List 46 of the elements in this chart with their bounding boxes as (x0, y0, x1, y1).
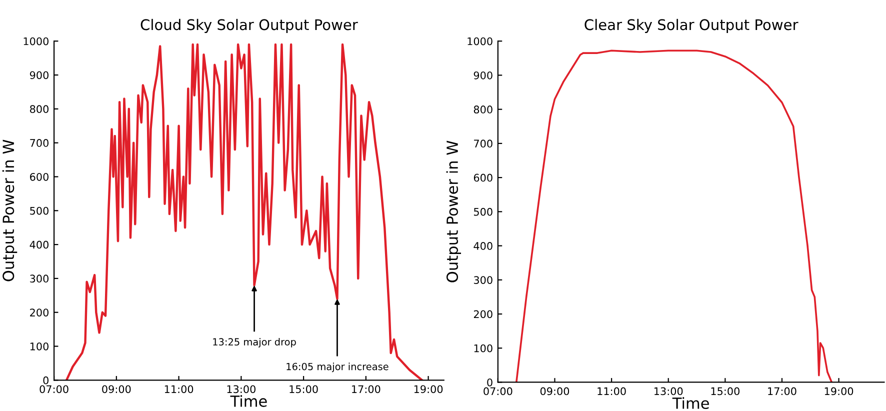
x-tick-label: 07:00 (484, 387, 512, 396)
y-tick-label: 0 (487, 378, 492, 386)
y-tick-label: 100 (30, 342, 48, 350)
y-tick-label: 500 (474, 208, 492, 216)
x-tick-label: 07:00 (40, 385, 68, 394)
x-tick-label: 15:00 (290, 385, 318, 394)
chart-title: Cloud Sky Solar Output Power (140, 18, 358, 34)
y-axis-title: Output Power in W (2, 140, 18, 282)
y-tick-label: 1000 (468, 37, 492, 46)
x-tick-label: 09:00 (540, 387, 570, 396)
y-tick-label: 900 (474, 71, 492, 80)
x-axis-title: Time (672, 397, 709, 409)
x-tick-label: 11:00 (598, 387, 626, 396)
y-tick-label: 0 (43, 376, 48, 384)
y-axis-title: Output Power in W (446, 140, 462, 282)
line-series (515, 50, 833, 382)
y-tick-label: 500 (30, 206, 48, 215)
annotation: 16:05 major increase (286, 362, 388, 372)
y-tick-label: 300 (30, 274, 48, 283)
y-tick-label: 900 (30, 71, 48, 80)
x-axis-title: Time (230, 395, 267, 407)
y-tick-label: 600 (30, 172, 48, 181)
line-series (65, 43, 424, 380)
chart-title: Clear Sky Solar Output Power (584, 18, 798, 34)
y-tick-label: 1000 (24, 37, 48, 46)
x-tick-label: 17:00 (352, 385, 380, 394)
y-tick-label: 700 (474, 140, 492, 148)
y-tick-label: 300 (474, 276, 492, 284)
y-tick-label: 800 (474, 106, 492, 114)
y-tick-label: 600 (474, 174, 492, 182)
y-tick-label: 700 (30, 139, 48, 147)
x-tick-label: 13:00 (227, 385, 256, 394)
x-tick-label: 15:00 (711, 387, 740, 396)
annotation: 13:25 major drop (213, 338, 296, 348)
y-tick-label: 100 (474, 344, 492, 352)
x-tick-label: 17:00 (768, 387, 796, 396)
y-tick-label: 400 (474, 242, 492, 250)
x-tick-label: 11:00 (164, 385, 194, 394)
x-tick-label: 19:00 (414, 385, 443, 394)
x-tick-label: 19:00 (824, 387, 854, 396)
y-tick-label: 200 (30, 308, 48, 316)
y-tick-label: 800 (30, 105, 48, 114)
x-tick-label: 09:00 (102, 385, 131, 394)
y-tick-label: 200 (474, 310, 492, 318)
x-tick-label: 13:00 (654, 387, 683, 396)
y-tick-label: 400 (30, 240, 48, 249)
